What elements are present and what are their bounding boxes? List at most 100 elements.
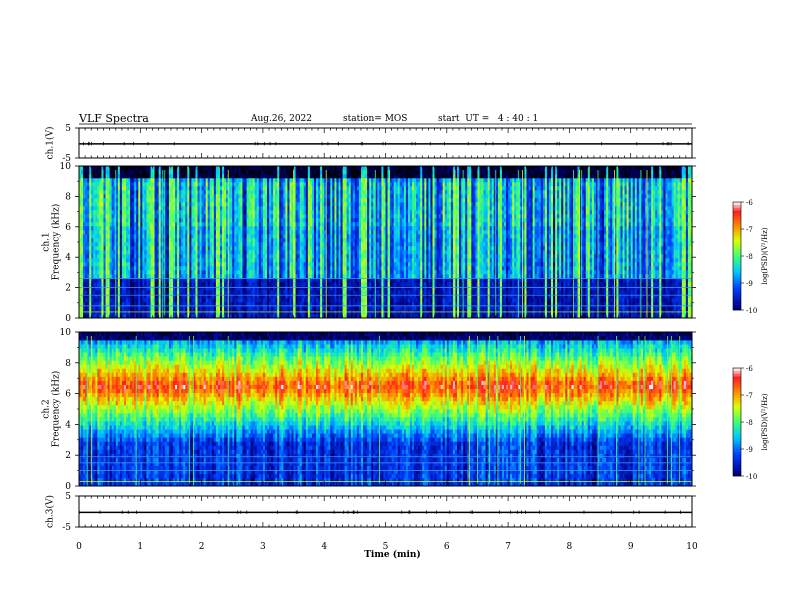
heatmap-cell [85,194,88,199]
heatmap-cell [279,238,282,243]
heatmap-cell [101,174,104,179]
heatmap-cell [271,214,274,219]
heatmap-cell [275,210,278,215]
heatmap-cell [222,226,225,231]
heatmap-cell [326,218,329,223]
heatmap-cell [309,194,313,199]
heatmap-cell [105,186,108,191]
heatmap-cell [99,194,102,199]
heatmap-cell [309,282,313,287]
heatmap-cell [273,178,276,183]
heatmap-cell [146,262,149,267]
heatmap-cell [240,246,243,251]
heatmap-cell [101,282,104,287]
heatmap-cell [332,266,335,271]
heatmap-cell [146,230,149,235]
heatmap-cell [303,258,307,263]
heatmap-cell [136,170,139,175]
heatmap-cell [177,190,180,195]
heatmap-cell [128,226,131,231]
heatmap-cell [97,182,100,187]
heatmap-cell [281,194,284,199]
heatmap-cell [158,286,162,291]
heatmap-cell [260,194,264,199]
heatmap-cell [226,178,229,183]
heatmap-cell [156,262,159,267]
heatmap-cell [164,314,168,318]
heatmap-cell [246,202,249,207]
heatmap-cell [158,202,162,207]
heatmap-cell [117,266,121,271]
heatmap-cell [148,222,151,227]
heatmap-cell [152,290,155,295]
heatmap-cell [119,258,123,263]
heatmap-cell [172,214,176,219]
heatmap-cell [217,230,221,235]
heatmap-cell [119,202,123,207]
heatmap-cell [170,302,174,307]
heatmap-cell [299,182,303,187]
heatmap-cell [103,178,106,183]
heatmap-cell [115,198,119,203]
heatmap-cell [97,286,100,291]
heatmap-cell [320,178,323,183]
heatmap-cell [91,222,94,227]
heatmap-cell [172,234,176,239]
heatmap-cell [234,186,237,191]
heatmap-cell [187,278,190,283]
heatmap-cell [195,186,198,191]
heatmap-cell [146,186,149,191]
heatmap-cell [285,274,288,279]
heatmap-cell [103,170,106,175]
heatmap-cell [324,298,327,303]
heatmap-cell [134,214,137,219]
heatmap-cell [195,206,198,211]
heatmap-cell [311,286,315,291]
heatmap-cell [99,314,102,318]
heatmap-cell [160,226,164,231]
heatmap-cell [99,250,102,255]
heatmap-cell [148,194,151,199]
heatmap-cell [285,170,288,175]
heatmap-cell [103,262,106,267]
heatmap-cell [117,262,121,267]
heatmap-cell [301,246,305,251]
heatmap-cell [85,202,88,207]
heatmap-cell [134,262,137,267]
heatmap-cell [101,298,104,303]
heatmap-cell [240,178,243,183]
heatmap-cell [119,178,123,183]
heatmap-cell [154,202,157,207]
heatmap-cell [189,202,192,207]
heatmap-cell [168,262,172,267]
heatmap-cell [297,254,300,259]
heatmap-cell [193,242,196,247]
heatmap-cell [222,298,225,303]
heatmap-cell [154,286,157,291]
heatmap-cell [168,306,172,311]
heatmap-cell [301,230,305,235]
heatmap-cell [162,278,166,283]
heatmap-cell [309,178,313,183]
heatmap-cell [117,186,121,191]
heatmap-cell [93,242,96,247]
heatmap-cell [244,274,247,279]
heatmap-cell [187,258,190,263]
heatmap-cell [309,182,313,187]
heatmap-cell [132,274,135,279]
heatmap-cell [158,314,162,318]
heatmap-cell [252,174,256,179]
heatmap-cell [79,314,82,318]
heatmap-cell [244,286,247,291]
heatmap-cell [275,218,278,223]
heatmap-cell [209,190,213,195]
heatmap-cell [93,286,96,291]
heatmap-cell [207,302,211,307]
heatmap-cell [266,266,270,271]
heatmap-cell [81,210,84,215]
heatmap-cell [162,286,166,291]
heatmap-cell [254,230,258,235]
heatmap-cell [113,266,117,271]
heatmap-cell [217,266,221,271]
heatmap-cell [262,202,266,207]
